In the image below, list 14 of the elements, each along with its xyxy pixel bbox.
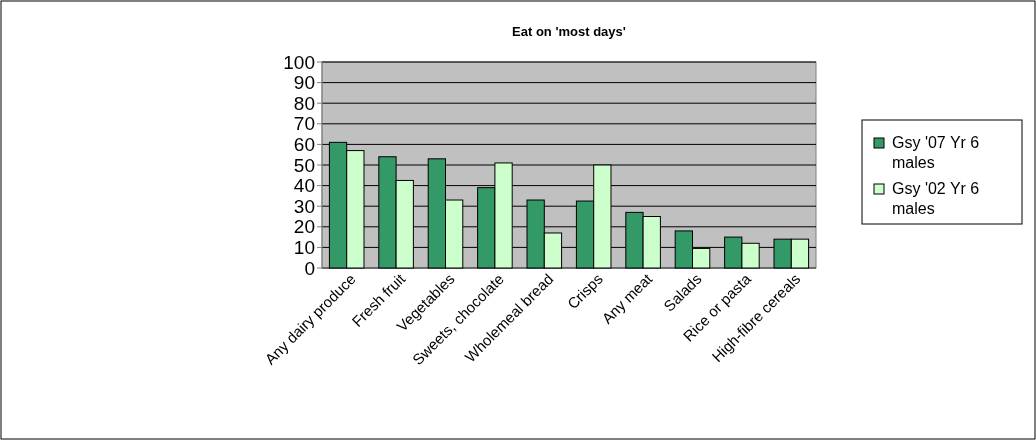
y-tick-label: 60 — [293, 134, 315, 156]
y-tick-label: 30 — [293, 195, 315, 217]
legend-label: Gsy '07 Yr 6 males — [892, 134, 980, 171]
chart-title: Eat on 'most days' — [512, 24, 626, 39]
y-tick-label: 40 — [293, 175, 315, 197]
legend-label: Gsy '02 Yr 6 males — [892, 180, 980, 217]
y-tick-label: 70 — [293, 113, 315, 135]
y-tick-label: 50 — [293, 154, 315, 176]
y-tick-label: 20 — [293, 216, 315, 238]
y-tick-label: 10 — [293, 237, 315, 259]
y-tick-label: 80 — [293, 92, 315, 114]
y-tick-label: 100 — [283, 51, 315, 73]
y-tick-label: 0 — [304, 257, 315, 279]
y-tick-label: 90 — [293, 72, 315, 94]
